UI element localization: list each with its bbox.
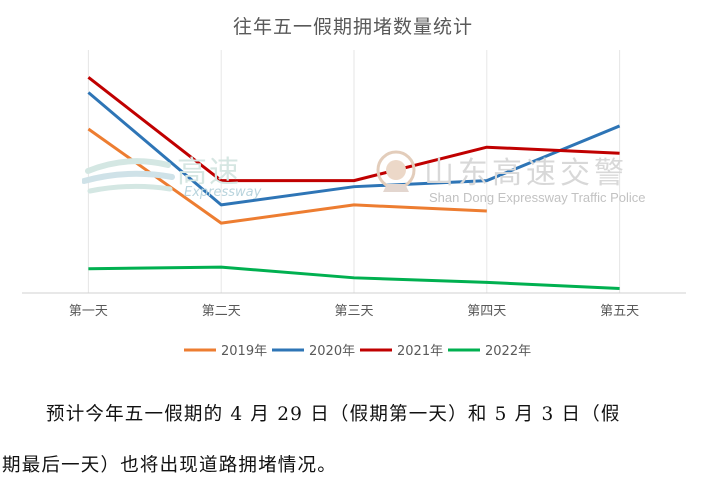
paragraph-line-1: 预计今年五一假期的 4 月 29 日（假期第一天）和 5 月 3 日（假 bbox=[46, 404, 621, 425]
series-line-1 bbox=[87, 91, 621, 207]
police-badge-icon bbox=[376, 150, 416, 192]
series-line-3 bbox=[88, 265, 620, 290]
watermark-right-sub: Shan Dong Expressway Traffic Police bbox=[429, 190, 646, 205]
legend-label: 2022年 bbox=[485, 344, 531, 359]
line-chart: 往年五一假期拥堵数量统计 第一天 第二天 第三天 第四天 第五天 2019年 2020年 2… bbox=[22, 16, 686, 359]
paragraph-line-2: 期最后一天）也将出现道路拥堵情况。 bbox=[2, 455, 337, 476]
x-tick-label: 第一天 bbox=[69, 304, 108, 319]
x-tick-label: 第三天 bbox=[334, 304, 373, 319]
x-tick-label: 第二天 bbox=[202, 304, 241, 319]
expressway-watermark: 高速 Expressway bbox=[82, 147, 282, 207]
x-tick-label: 第四天 bbox=[467, 304, 506, 319]
legend-label: 2021年 bbox=[397, 344, 443, 359]
traffic-police-watermark: 山东高速交警 Shan Dong Expressway Traffic Poli… bbox=[372, 148, 652, 210]
watermark-left-sub: Expressway bbox=[184, 185, 262, 200]
x-tick-label: 第五天 bbox=[600, 304, 639, 319]
watermark-right-main: 山东高速交警 bbox=[424, 156, 628, 191]
watermark-left-main: 高速 bbox=[177, 155, 241, 190]
series-line-2 bbox=[87, 76, 620, 183]
chart-panel: 往年五一假期拥堵数量统计 第一天 第二天 第三天 第四天 第五天 2019年 2020年 2… bbox=[22, 16, 686, 359]
expressway-logo-icon bbox=[82, 158, 175, 194]
legend-label: 2020年 bbox=[309, 344, 355, 359]
legend-label: 2019年 bbox=[221, 344, 267, 359]
chart-title: 往年五一假期拥堵数量统计 bbox=[233, 16, 473, 38]
